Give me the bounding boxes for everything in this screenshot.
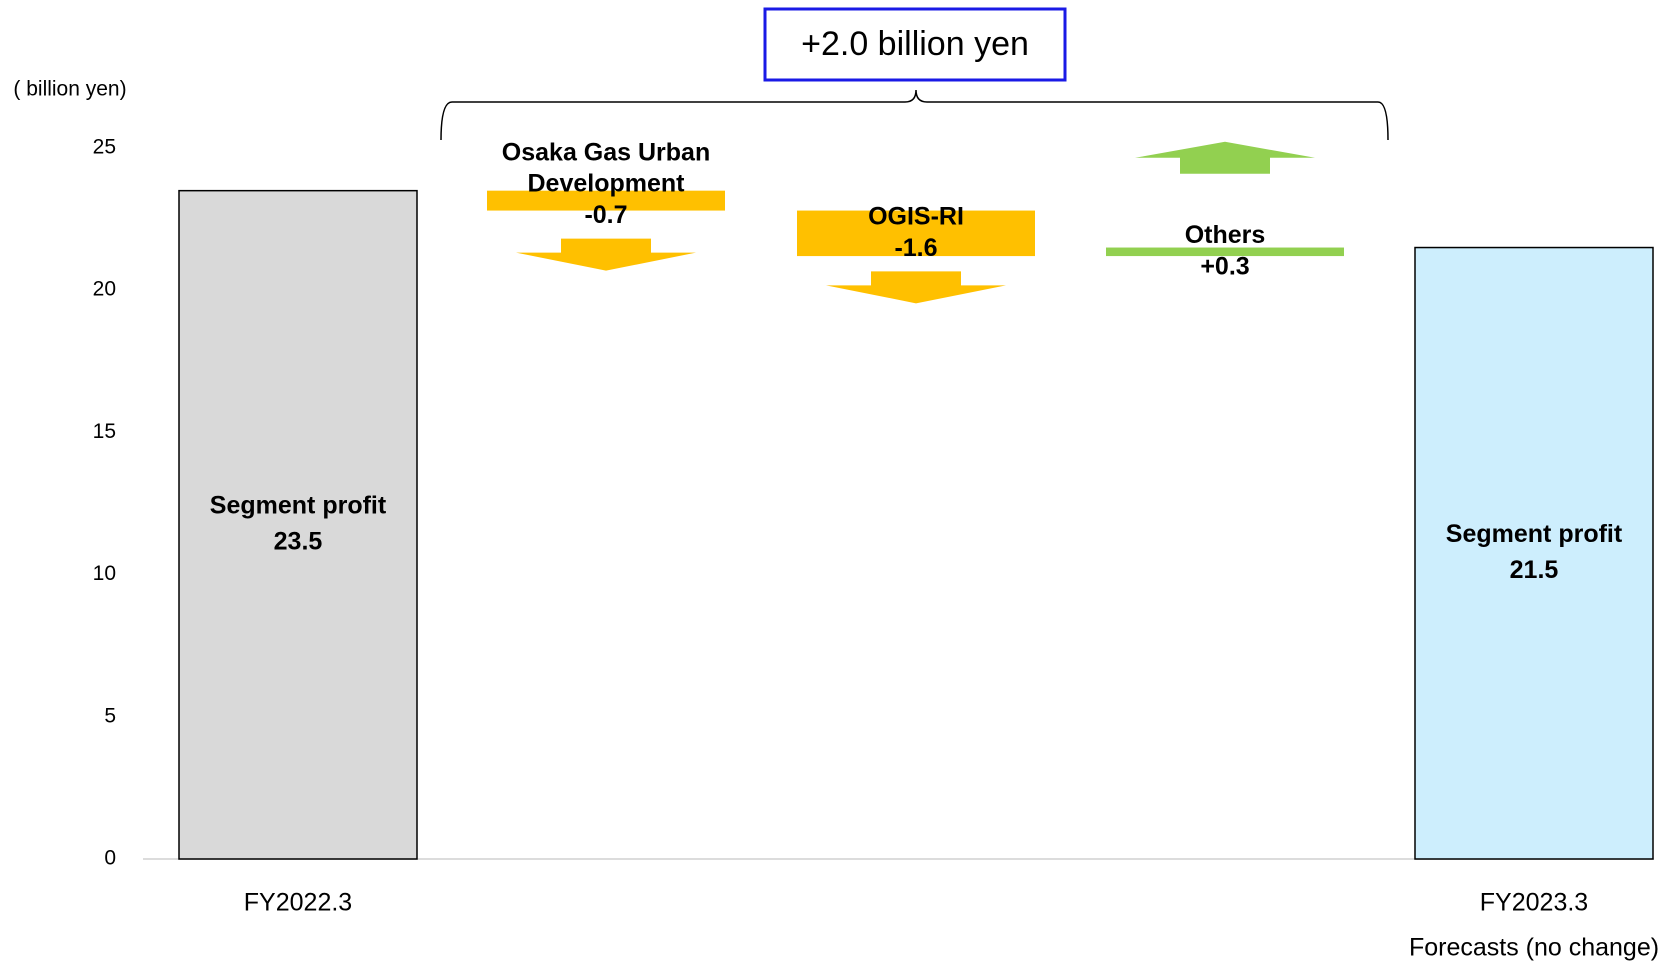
y-tick-label: 25 [93, 136, 116, 159]
y-tick-label: 5 [104, 704, 116, 727]
x-tick-note: Forecasts (no change) [1409, 934, 1659, 962]
annotation-box [763, 7, 1067, 82]
change-bar [797, 210, 1035, 257]
y-tick-label: 0 [104, 847, 116, 870]
total-bar [178, 189, 418, 860]
change-label-line: Others [1185, 220, 1266, 248]
down-arrow [826, 271, 1006, 304]
change-label: Osaka Gas Urban Development [502, 138, 710, 197]
y-axis-label: ( billion yen) [13, 78, 126, 101]
bar-label: Segment profit [1446, 520, 1623, 548]
bar-label: Segment profit [210, 491, 387, 519]
y-tick-label: 10 [93, 562, 116, 585]
value-label: +0.3 [1200, 252, 1249, 280]
y-tick-label: 15 [93, 420, 116, 443]
change-label-line: Development [528, 169, 686, 197]
y-tick-label: 20 [93, 278, 116, 301]
up-arrow [1135, 141, 1315, 174]
value-label: -1.6 [894, 234, 937, 262]
down-arrow [516, 238, 696, 271]
change-label: Others [1185, 220, 1266, 248]
change-bar [1106, 247, 1344, 257]
change-label: OGIS-RI [868, 202, 964, 230]
total-bar [1414, 246, 1654, 860]
change-label-line: OGIS-RI [868, 202, 964, 230]
value-label: -0.7 [584, 201, 627, 229]
x-tick-label: FY2023.3 [1480, 889, 1588, 917]
change-label-line: Osaka Gas Urban [502, 138, 710, 166]
brace [440, 89, 1389, 141]
annotation: +2.0 billion yen [801, 25, 1029, 63]
x-tick-label: FY2022.3 [244, 889, 352, 917]
value-label: 23.5 [274, 527, 323, 555]
change-bar [487, 190, 725, 211]
value-label: 21.5 [1510, 556, 1559, 584]
